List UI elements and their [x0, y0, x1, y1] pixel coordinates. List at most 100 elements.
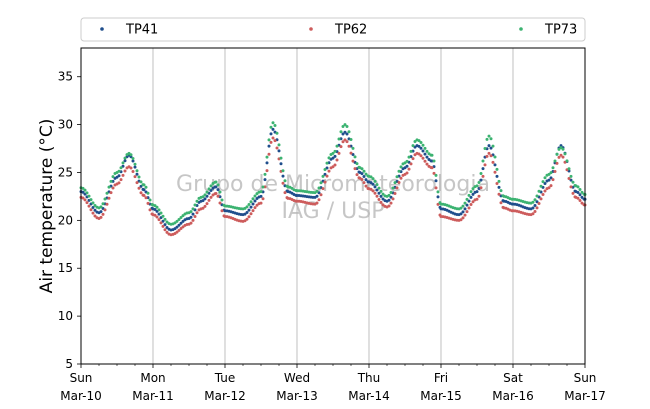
data-point [205, 190, 209, 194]
legend-marker-TP73 [519, 27, 523, 31]
data-point [139, 191, 143, 195]
watermark-line: IAG / USP [282, 199, 385, 224]
data-point [317, 198, 321, 202]
data-point [377, 197, 381, 201]
data-point [216, 183, 220, 187]
data-point [179, 221, 183, 225]
data-point [85, 201, 89, 205]
data-point [245, 217, 249, 221]
data-point [479, 178, 483, 182]
data-point [489, 146, 493, 150]
x-tick-label-day: Sun [70, 371, 93, 385]
data-point [373, 185, 377, 189]
data-point [481, 174, 485, 178]
data-point [165, 230, 169, 234]
data-point [273, 123, 277, 127]
x-tick-label-date: Mar-16 [492, 389, 533, 403]
data-point [163, 228, 167, 232]
data-point [319, 193, 323, 197]
data-point [397, 181, 401, 185]
data-point [165, 225, 169, 229]
data-point [144, 185, 148, 189]
data-point [475, 197, 479, 201]
data-point [567, 167, 571, 171]
data-point [111, 175, 115, 179]
data-point [553, 159, 557, 163]
data-point [107, 196, 111, 200]
legend-label: TP41 [125, 23, 158, 38]
data-point [259, 190, 263, 194]
data-point [161, 214, 165, 218]
data-point [578, 193, 582, 197]
data-point [497, 179, 501, 183]
data-point [477, 194, 481, 198]
data-point [475, 190, 479, 194]
data-point [355, 173, 359, 177]
data-point [349, 137, 353, 141]
data-point [189, 215, 193, 219]
data-point [175, 225, 179, 229]
data-point [430, 166, 434, 170]
data-point [259, 194, 263, 198]
x-tick-label-date: Mar-17 [564, 389, 605, 403]
data-point [387, 204, 391, 208]
data-point [99, 205, 103, 209]
data-point [281, 174, 285, 178]
data-point [495, 167, 499, 171]
data-point [559, 153, 563, 157]
data-point [499, 189, 503, 193]
series-TP73 [79, 121, 587, 226]
x-tick-label-day: Fri [434, 371, 448, 385]
data-point [347, 130, 351, 134]
data-point [335, 158, 339, 162]
data-point [271, 127, 275, 131]
data-point [471, 192, 475, 196]
data-point [432, 171, 436, 175]
data-point [341, 140, 345, 144]
data-point [477, 181, 481, 185]
data-point [409, 149, 413, 153]
data-point [121, 161, 125, 165]
data-point [89, 198, 93, 202]
data-point [133, 175, 137, 179]
data-point [345, 124, 349, 128]
data-point [325, 161, 329, 165]
data-point [411, 157, 415, 161]
data-point [323, 168, 327, 172]
data-point [499, 201, 503, 205]
data-point [327, 156, 331, 160]
data-point [323, 180, 327, 184]
data-point [135, 172, 139, 176]
data-point [253, 199, 257, 203]
data-point [481, 159, 485, 163]
data-point [263, 178, 267, 182]
data-point [243, 212, 247, 216]
x-tick-label-date: Mar-10 [60, 389, 101, 403]
data-point [321, 174, 325, 178]
data-point [341, 125, 345, 129]
data-point [537, 189, 541, 193]
data-point [569, 174, 573, 178]
data-point [576, 191, 580, 195]
data-point [253, 194, 257, 198]
data-point [251, 197, 255, 201]
data-point [146, 191, 150, 195]
data-point [362, 174, 366, 178]
data-point [485, 154, 489, 158]
data-point [191, 212, 195, 216]
data-point [315, 189, 319, 193]
data-point [495, 181, 499, 185]
data-point [161, 219, 165, 223]
data-point [205, 202, 209, 206]
data-point [117, 169, 121, 173]
data-point [360, 172, 364, 176]
data-point [423, 159, 427, 163]
data-point [491, 144, 495, 148]
data-point [245, 205, 249, 209]
data-point [259, 201, 263, 205]
data-point [137, 186, 141, 190]
data-point [364, 178, 368, 182]
data-point [463, 201, 467, 205]
data-point [137, 175, 141, 179]
data-point [381, 203, 385, 207]
